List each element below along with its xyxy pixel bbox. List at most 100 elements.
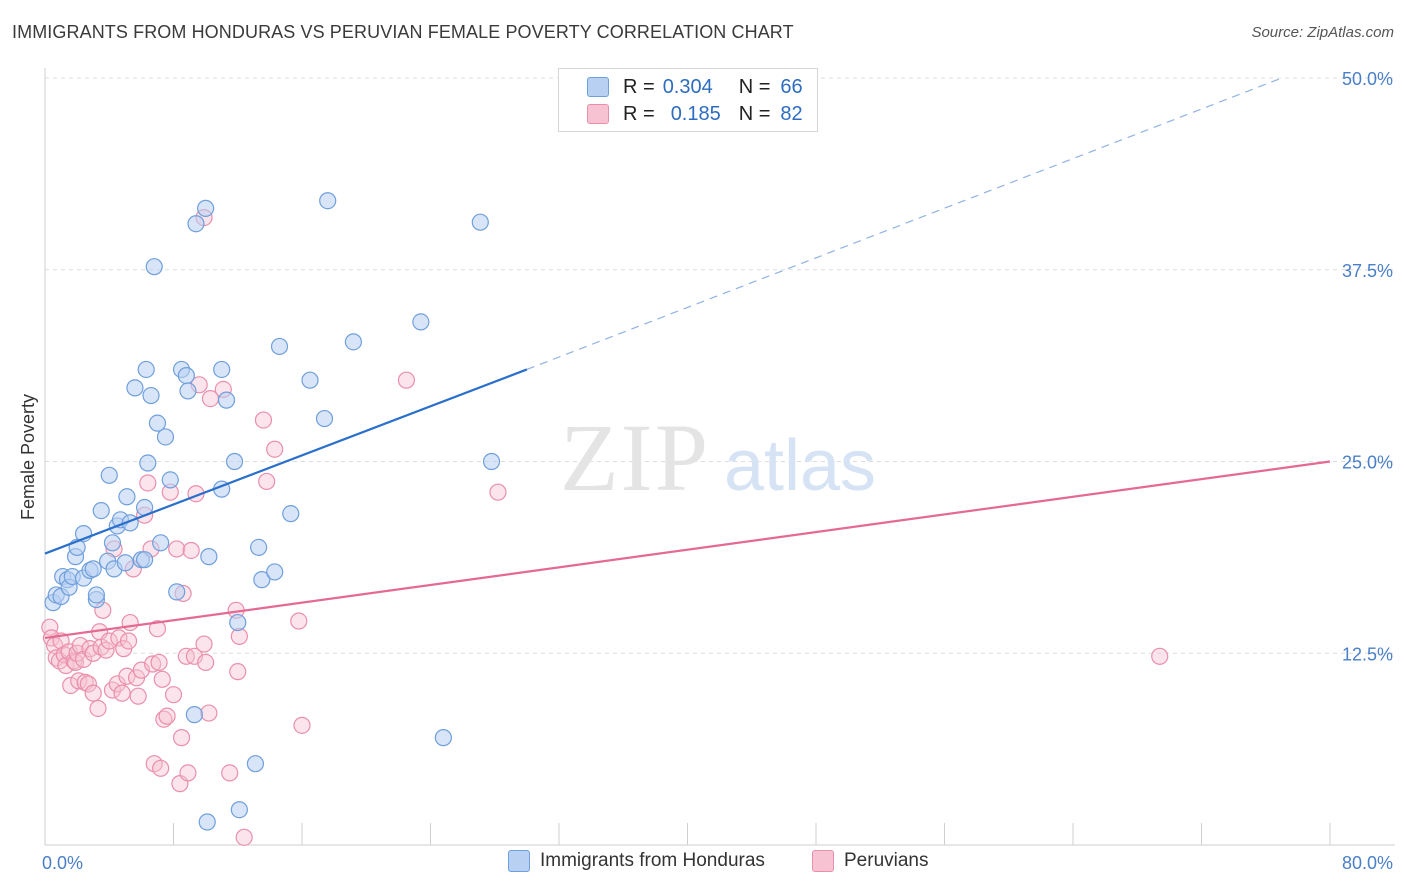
bottom-legend-honduras: Immigrants from Honduras: [508, 850, 765, 872]
peruvians-point: [62, 676, 80, 695]
peruvians-point: [254, 411, 273, 429]
honduras-point: [198, 813, 216, 831]
honduras-point: [92, 501, 110, 520]
honduras-point: [139, 454, 157, 472]
legend-r-label: R =: [623, 75, 655, 98]
honduras-point: [179, 382, 197, 400]
bottom-legend-label-peruvians: Peruvians: [844, 850, 929, 871]
peruvians-point: [153, 670, 171, 688]
honduras-point: [87, 586, 106, 604]
peruvians-point: [258, 472, 276, 491]
honduras-point: [266, 563, 284, 581]
legend-n-label: N =: [738, 75, 771, 98]
honduras-point: [118, 488, 136, 506]
legend-row-peruvians: R = 0.185 N = 82: [587, 100, 803, 128]
honduras-point: [116, 554, 134, 572]
peruvians-point: [150, 653, 168, 672]
peruvians-point: [57, 656, 75, 675]
honduras-point: [213, 360, 231, 379]
peruvians-point: [139, 474, 157, 492]
bottom-legend-swatch-blue: [508, 850, 530, 872]
honduras-point: [471, 213, 489, 231]
honduras-point: [229, 613, 247, 632]
peruvians-point: [197, 653, 215, 672]
honduras-point: [230, 801, 248, 819]
peruvians-point: [148, 620, 167, 638]
honduras-point: [177, 366, 195, 385]
peruvians-point: [74, 650, 93, 668]
peruvians-point: [293, 716, 311, 734]
honduras-point: [187, 215, 205, 233]
honduras-point: [217, 391, 236, 409]
source-label: Source: ZipAtlas.com: [1251, 24, 1394, 41]
legend-n-label: N =: [738, 102, 771, 125]
y-tick-label-1: 25.0%: [1342, 453, 1393, 473]
honduras-point: [126, 379, 144, 397]
peruvians-point: [235, 828, 253, 846]
peruvians-point: [89, 699, 107, 718]
peruvians-point: [97, 641, 115, 659]
peruvians-point: [290, 612, 308, 630]
legend-swatch-blue: [587, 77, 609, 97]
stats-legend: R = 0.304 N = 66 R = 0.185 N = 82: [558, 68, 818, 132]
peruvians-point: [221, 764, 239, 782]
honduras-point: [344, 333, 362, 351]
honduras-point: [301, 371, 319, 389]
peruvians-point: [172, 729, 191, 747]
peruvians-point: [71, 636, 89, 655]
legend-swatch-pink: [587, 104, 609, 124]
honduras-point: [156, 428, 175, 446]
peruvians-points: [41, 208, 1169, 846]
peruvians-point: [113, 684, 131, 702]
peruvians-point: [152, 759, 170, 777]
peruvians-point: [41, 618, 59, 636]
honduras-points: [44, 192, 501, 831]
watermark: ZIP atlas: [560, 404, 876, 511]
x-tick-label-1: 80.0%: [1342, 853, 1393, 873]
honduras-point: [270, 337, 289, 356]
y-tick-label-3: 50.0%: [1342, 69, 1393, 89]
legend-n-value: 82: [780, 102, 803, 125]
honduras-point: [161, 471, 179, 489]
honduras-point: [246, 755, 265, 773]
watermark-atlas: atlas: [724, 426, 876, 506]
peruvians-point: [144, 655, 162, 673]
honduras-point: [185, 706, 203, 724]
honduras-point: [412, 313, 430, 331]
honduras-point: [434, 729, 452, 747]
legend-r-label: R =: [623, 102, 655, 125]
bottom-legend-label-honduras: Immigrants from Honduras: [540, 850, 765, 871]
peruvians-point: [158, 707, 176, 725]
bottom-legend-peruvians: Peruvians: [812, 850, 929, 872]
peruvians-point: [182, 541, 200, 560]
watermark-zip: ZIP: [560, 404, 710, 511]
honduras-trend-line: [44, 368, 528, 555]
legend-r-value: 0.304: [662, 75, 713, 98]
peruvians-point: [70, 672, 88, 690]
legend-n-value: 66: [780, 75, 803, 98]
honduras-point: [135, 551, 154, 569]
peruvians-point: [397, 371, 416, 389]
honduras-point: [225, 452, 244, 471]
y-axis-label: Female Poverty: [18, 394, 38, 520]
peruvians-point: [200, 704, 218, 722]
honduras-point: [250, 538, 268, 557]
peruvians-point: [84, 684, 102, 702]
peruvians-point: [266, 440, 284, 458]
y-tick-label-0: 12.5%: [1342, 644, 1393, 664]
peruvians-point: [229, 663, 247, 681]
peruvians-point: [164, 686, 183, 704]
honduras-point: [145, 258, 163, 276]
honduras-point: [100, 466, 118, 484]
honduras-point: [148, 414, 167, 432]
legend-r-value: 0.185: [670, 102, 721, 125]
x-tick-label-0: 0.0%: [42, 853, 83, 873]
honduras-point: [200, 548, 218, 566]
honduras-point: [152, 534, 170, 552]
peruvians-trend-line: [44, 460, 1331, 639]
peruvians-point: [79, 675, 97, 693]
honduras-point: [137, 360, 155, 379]
peruvians-point: [100, 632, 118, 650]
honduras-point: [253, 571, 271, 589]
